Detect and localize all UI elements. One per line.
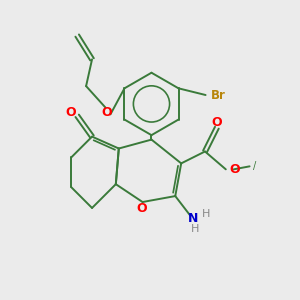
- Text: /: /: [253, 161, 256, 171]
- Text: O: O: [230, 163, 240, 176]
- Text: H: H: [190, 224, 199, 234]
- Text: O: O: [137, 202, 147, 215]
- Text: N: N: [188, 212, 198, 225]
- Text: Br: Br: [211, 88, 226, 101]
- Text: O: O: [212, 116, 222, 129]
- Text: O: O: [65, 106, 76, 119]
- Text: H: H: [201, 209, 210, 220]
- Text: O: O: [102, 106, 112, 119]
